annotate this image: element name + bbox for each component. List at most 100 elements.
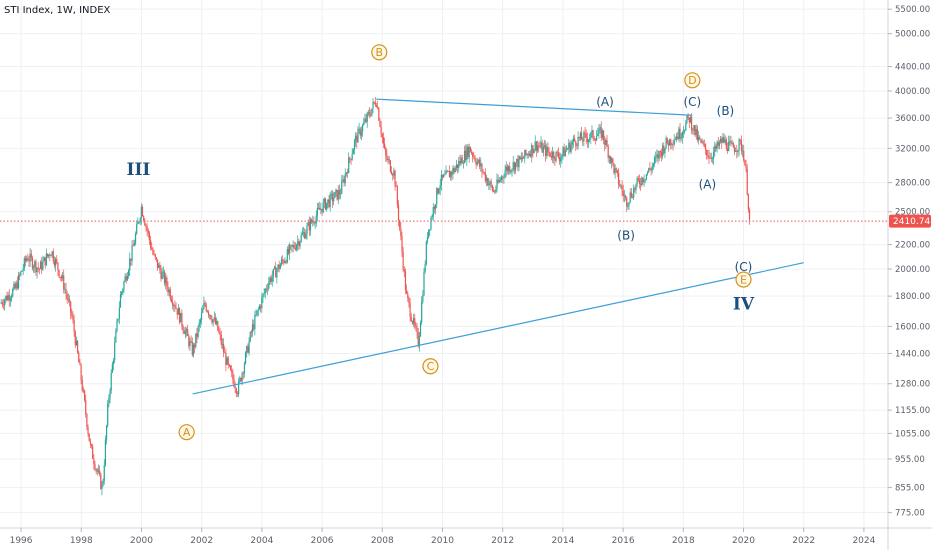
candle-body	[101, 484, 103, 489]
candle-body	[284, 261, 286, 264]
candle-body	[86, 414, 88, 428]
candle-body	[555, 151, 557, 161]
candle-body	[536, 145, 539, 151]
candle-body	[0, 302, 2, 304]
candle-body	[498, 180, 500, 183]
candle-body	[597, 133, 599, 136]
candle-body	[507, 166, 510, 172]
wave-annotations[interactable]: III B A C D E (A) (C) (B) (A) (B) (C) IV	[127, 44, 755, 441]
candle-body	[100, 473, 102, 489]
candle-body	[450, 171, 452, 178]
candle-body	[431, 216, 433, 219]
candle-body	[32, 266, 35, 269]
candle-body	[333, 198, 335, 202]
time-tick-label: 2018	[672, 536, 695, 546]
candle-body	[368, 112, 371, 115]
candle-body	[92, 446, 94, 459]
candle-body	[9, 298, 12, 301]
wave-label-blue: (B)	[717, 104, 735, 118]
candle-body	[744, 160, 746, 166]
candle-body	[181, 312, 183, 326]
wave-label-orange: D	[688, 74, 696, 87]
candle-body	[520, 157, 522, 160]
time-axis[interactable]: 1996 1998 2000 2002 2004 2006 2008 2010 2012 2014…	[10, 528, 876, 546]
candle-body	[621, 185, 623, 191]
candle-body	[670, 139, 672, 145]
candle-body	[662, 145, 664, 157]
candle-body	[484, 172, 487, 181]
candle-body	[74, 332, 76, 346]
candle-body	[212, 319, 214, 323]
candle-body	[708, 155, 710, 159]
candle-body	[78, 352, 80, 363]
candle-body	[221, 343, 224, 345]
candle-body	[184, 331, 186, 335]
candle-body	[81, 379, 83, 391]
candle-body	[217, 320, 219, 331]
candle-body	[710, 157, 712, 159]
candle-body	[151, 247, 153, 250]
candle-body	[133, 243, 135, 246]
candle-body	[162, 271, 164, 273]
trendlines[interactable]	[192, 98, 804, 395]
candle-body	[481, 163, 483, 172]
candle-body	[353, 140, 356, 150]
candle-body	[246, 346, 248, 353]
candle-body	[116, 320, 118, 331]
candle-body	[542, 146, 544, 153]
candle-body	[510, 170, 512, 173]
candle-body	[504, 171, 506, 178]
candle-body	[292, 245, 294, 247]
wave-label-blue: (A)	[596, 95, 614, 109]
candle-body	[609, 156, 612, 163]
candle-body	[189, 341, 191, 347]
candle-body	[1, 302, 3, 305]
candle-body	[631, 197, 634, 198]
candle-body	[261, 297, 263, 309]
candle-body	[174, 304, 176, 308]
candle-body	[590, 132, 592, 139]
candle-body	[583, 132, 585, 142]
candle-body	[51, 251, 53, 256]
candle-body	[558, 157, 561, 162]
candle-body	[195, 333, 197, 348]
candle-body	[384, 143, 386, 148]
candle-body	[4, 300, 6, 306]
candle-body	[491, 185, 493, 191]
price-tick-label: 2500.00	[895, 208, 930, 218]
candle-body	[489, 181, 491, 184]
candle-body	[729, 141, 731, 142]
candle-body	[118, 307, 120, 319]
candle-body	[234, 386, 236, 389]
candle-body	[711, 158, 714, 160]
candle-body	[37, 267, 39, 269]
candle-body	[147, 230, 149, 233]
candle-body	[404, 271, 407, 291]
candle-body	[202, 308, 204, 313]
candle-body	[55, 259, 57, 266]
candle-body	[222, 343, 225, 353]
candle-body	[97, 470, 100, 472]
candle-body	[285, 261, 287, 263]
price-axis[interactable]: 5500.00 5000.00 4400.00 4000.00 3600.00 3200.…	[888, 5, 930, 519]
candle-body	[10, 296, 13, 299]
candle-body	[220, 334, 222, 345]
candle-body	[619, 184, 621, 187]
candle-body	[451, 171, 453, 175]
candle-body	[422, 295, 424, 302]
candle-body	[66, 294, 68, 300]
candle-body	[476, 161, 478, 165]
candle-body	[447, 171, 449, 172]
candle-body	[61, 275, 64, 279]
candle-body	[378, 107, 380, 121]
candle-body	[112, 360, 115, 365]
candle-body	[341, 181, 343, 194]
candle-body	[370, 114, 372, 116]
candle-body	[428, 229, 430, 238]
candlestick-series[interactable]	[0, 97, 751, 496]
candle-body	[380, 126, 382, 135]
candle-body	[140, 206, 142, 219]
candle-body	[516, 159, 518, 163]
candle-body	[188, 336, 190, 347]
